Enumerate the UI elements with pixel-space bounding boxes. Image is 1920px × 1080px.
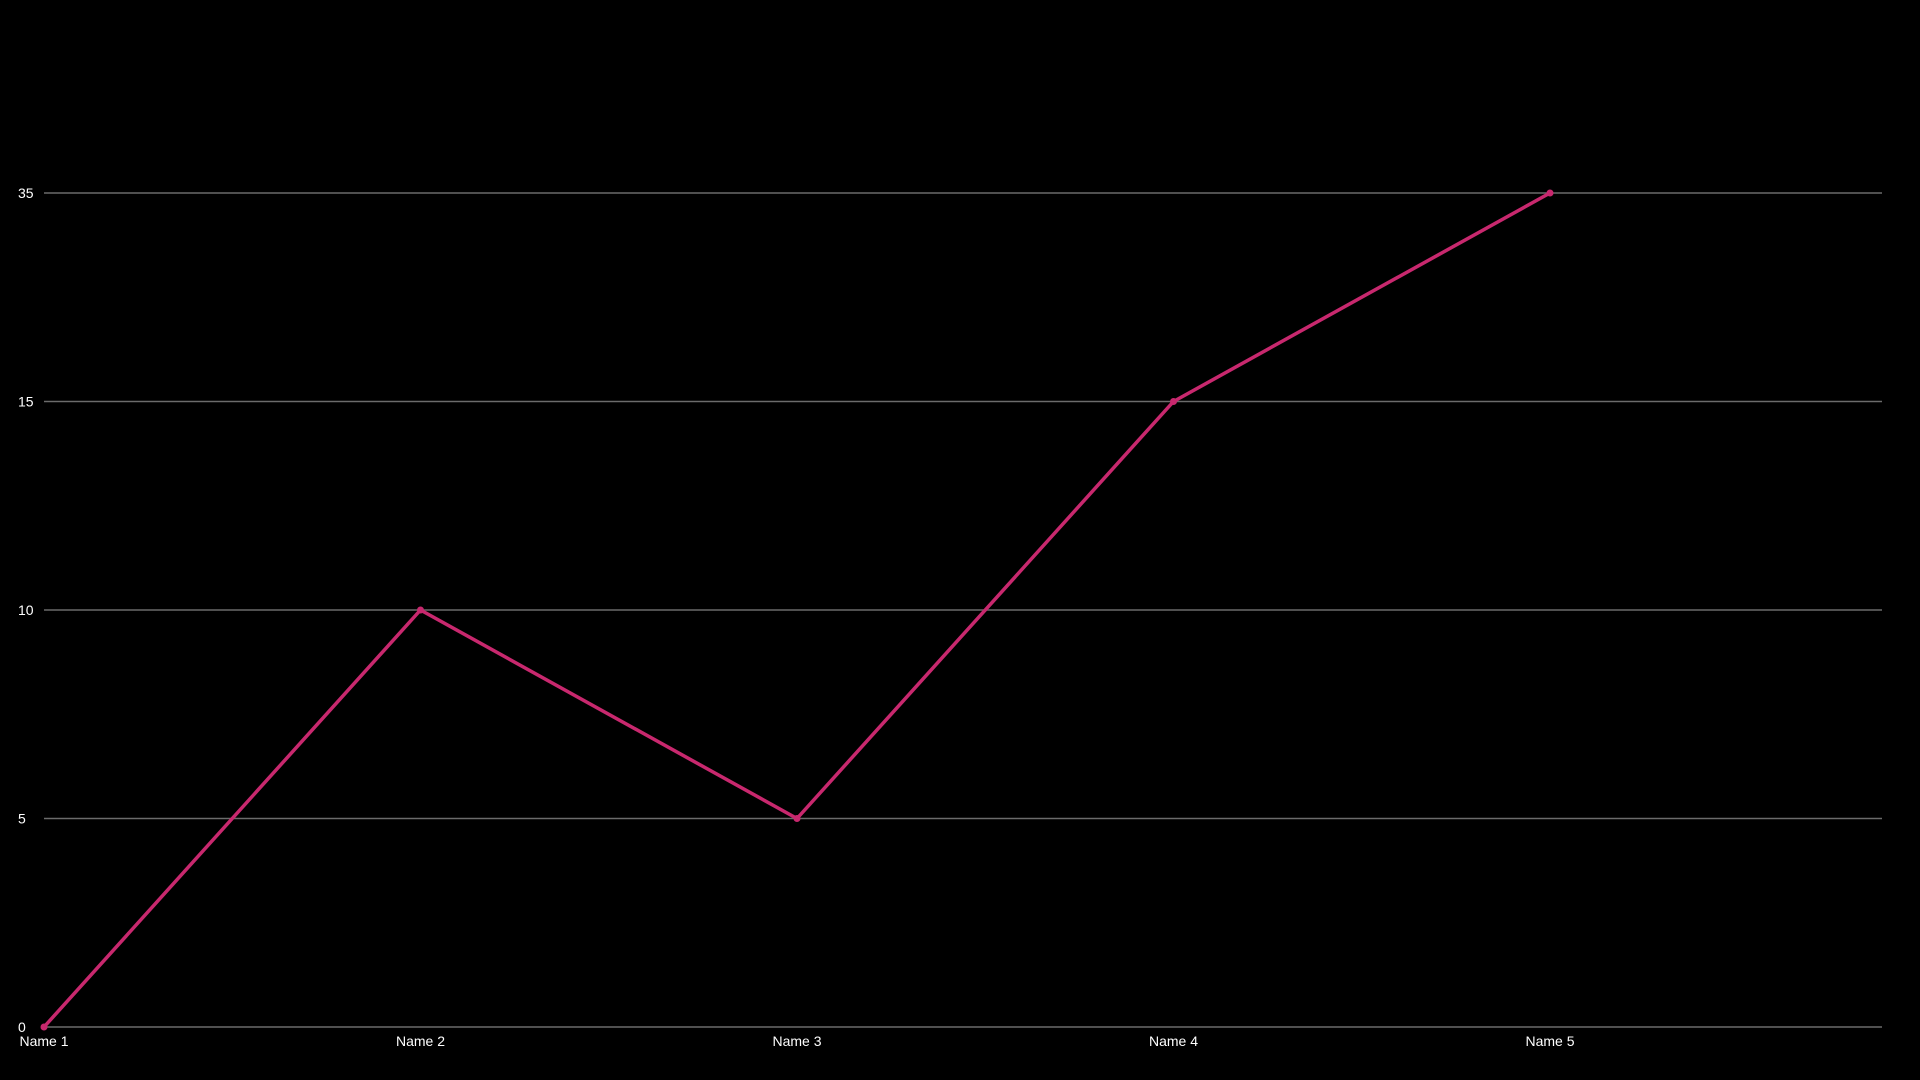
x-tick-label: Name 4 bbox=[1149, 1033, 1198, 1049]
data-point bbox=[417, 606, 424, 614]
data-point bbox=[1170, 398, 1177, 405]
data-point bbox=[1546, 189, 1554, 197]
x-tick-label: Name 3 bbox=[772, 1033, 821, 1049]
x-axis-tick-labels: Name 1 Name 2 Name 3 Name 4 Name 5 bbox=[19, 1033, 1574, 1049]
x-tick-label: Name 5 bbox=[1525, 1033, 1574, 1049]
y-tick-label: 0 bbox=[18, 1019, 26, 1035]
data-point bbox=[793, 815, 801, 822]
y-tick-label: 35 bbox=[18, 185, 34, 201]
y-tick-label: 5 bbox=[18, 811, 26, 827]
y-axis-tick-labels: 0 5 10 15 35 bbox=[18, 185, 34, 1035]
gridlines bbox=[44, 192, 1882, 1028]
data-point bbox=[40, 1023, 48, 1031]
y-tick-label: 15 bbox=[18, 394, 34, 410]
x-tick-label: Name 2 bbox=[396, 1033, 445, 1049]
x-tick-label: Name 1 bbox=[19, 1033, 68, 1049]
y-tick-label: 10 bbox=[18, 602, 34, 618]
series-layer bbox=[40, 189, 1554, 1031]
